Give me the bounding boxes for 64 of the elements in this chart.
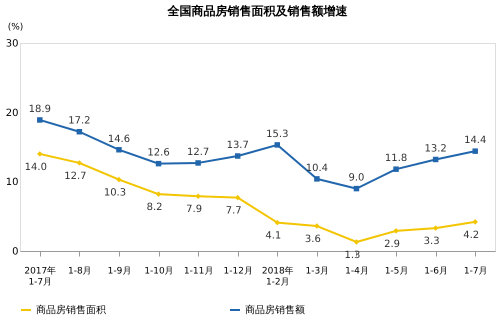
x-tick-label: 1-8月	[68, 266, 92, 276]
data-label: 2.9	[384, 238, 400, 250]
point	[234, 153, 240, 159]
point	[116, 176, 122, 182]
point	[472, 219, 478, 225]
x-tick-label: 1-9月	[108, 266, 132, 276]
x-tick-label: 1-3月	[306, 266, 330, 276]
point	[314, 176, 320, 182]
data-label: 7.9	[186, 204, 202, 216]
point	[156, 191, 162, 197]
data-label: 7.7	[226, 206, 242, 217]
x-tick-label: 1-5月	[384, 266, 408, 276]
y-axis-title: (%)	[8, 22, 24, 32]
point	[274, 142, 280, 148]
y-tick-label: 10	[6, 177, 18, 188]
x-tick-label: 1-7月	[464, 266, 488, 276]
legend-label: 商品房销售面积	[36, 304, 106, 316]
x-tick-label: 1-10月	[144, 266, 174, 276]
x-tick-label: 1-12月	[223, 266, 253, 276]
point	[76, 160, 82, 166]
data-label: 14.6	[108, 134, 130, 145]
y-tick-label: 0	[12, 246, 18, 258]
data-label: 9.0	[348, 172, 364, 184]
data-label: 14.4	[464, 135, 486, 146]
point	[76, 129, 82, 134]
data-label: 18.9	[28, 104, 51, 115]
x-tick-label: 1-4月	[345, 266, 369, 276]
data-label: 15.3	[266, 128, 288, 140]
data-label: 13.2	[424, 143, 447, 154]
point	[354, 239, 360, 245]
point	[472, 148, 478, 154]
point	[393, 228, 399, 234]
x-tick-label: 1-6月	[424, 266, 448, 276]
point	[156, 160, 162, 166]
point	[116, 147, 122, 153]
point	[314, 223, 320, 229]
point	[354, 186, 360, 192]
x-tick-label: 1-11月	[184, 266, 214, 276]
point	[393, 166, 399, 172]
data-label: 11.8	[384, 153, 408, 164]
data-label: 4.1	[265, 230, 282, 242]
point	[37, 151, 43, 157]
data-label: 10.4	[306, 162, 328, 174]
data-label: 1.3	[344, 250, 360, 261]
data-label: 4.2	[463, 230, 480, 241]
data-label: 17.2	[68, 116, 91, 127]
point	[195, 160, 201, 166]
data-label: 12.7	[64, 170, 87, 182]
y-tick-label: 20	[6, 108, 18, 119]
data-label: 12.7	[186, 146, 210, 158]
data-label: 8.2	[146, 202, 162, 214]
y-tick-label: 30	[6, 38, 18, 50]
x-tick-label: 2017年 1-7月	[24, 266, 56, 288]
data-label: 10.3	[104, 188, 126, 199]
data-label: 3.3	[424, 236, 440, 248]
data-label: 14.0	[24, 162, 47, 173]
x-tick-label: 2018年 1-2月	[262, 266, 294, 288]
data-label: 3.6	[304, 234, 321, 246]
chart-title: 全国商品房销售面积及销售额增速	[166, 4, 348, 18]
legend-label: 商品房销售额	[245, 304, 305, 316]
data-label: 13.7	[226, 140, 249, 152]
point	[37, 117, 43, 123]
data-label: 12.6	[147, 148, 170, 159]
point	[432, 156, 438, 162]
